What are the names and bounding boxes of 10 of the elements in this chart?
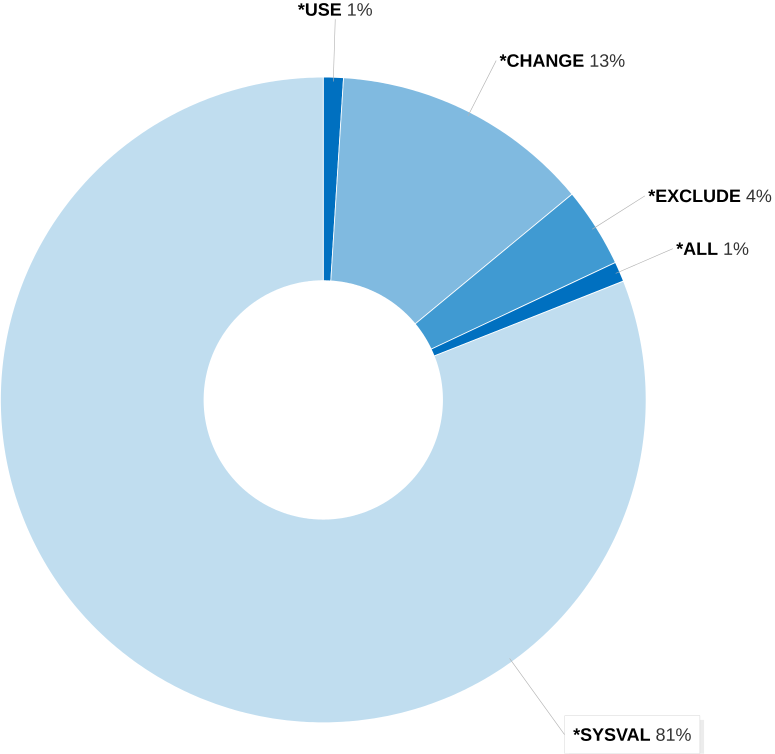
data-label: 1% — [348, 3, 372, 16]
data-label: 81% — [656, 728, 691, 742]
slice-label: *USE — [298, 3, 342, 16]
slice-label: *ALL — [676, 242, 718, 255]
slice-label: *EXCLUDE — [648, 190, 740, 202]
slice-label: *SYSVAL — [573, 728, 650, 742]
data-label: 4% — [746, 190, 772, 202]
slice-label: *CHANGE — [500, 54, 584, 68]
data-label: 1% — [724, 242, 748, 256]
data-label: 13% — [590, 54, 625, 68]
